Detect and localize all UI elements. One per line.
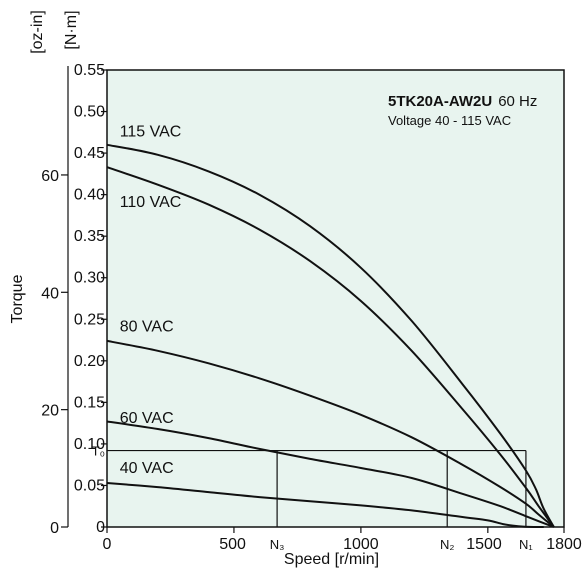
- y-tick-label-nm: 0.15: [74, 394, 105, 411]
- y-tick-label-nm: 0.05: [74, 477, 105, 494]
- y-tick-label-ozin: 40: [41, 285, 59, 302]
- y-tick-label-nm: 0.30: [74, 270, 105, 287]
- y-axis-label: Torque: [9, 274, 26, 323]
- chart-title: 5TK20A-AW2U 60 Hz: [388, 93, 537, 110]
- x-tick-label: 1800: [546, 536, 582, 553]
- y-tick-label-nm: 0.10: [74, 436, 105, 453]
- series-line-80-vac: [106, 339, 555, 528]
- torque-reference-label: T₀: [92, 444, 105, 459]
- x-tick-label: 1000: [343, 536, 379, 553]
- series-line-115-vac: [106, 143, 555, 528]
- y-tick-label-nm: 0.45: [74, 145, 105, 162]
- y-unit-nm: [N·m]: [63, 10, 80, 49]
- series-label-60-vac: 60 VAC: [120, 410, 174, 427]
- chart-text: [oz-in] [N·m] Torque Speed [r/min] 5TK20…: [9, 10, 537, 568]
- chart-title-frequency: 60 Hz: [498, 93, 537, 110]
- x-tick-label: 500: [219, 536, 246, 553]
- y-tick-label-ozin: 20: [41, 403, 59, 420]
- reference-lines: [107, 449, 527, 527]
- series-label-115-vac: 115 VAC: [120, 123, 182, 140]
- chart-title-model: 5TK20A-AW2U: [388, 93, 492, 110]
- x-tick-label: 0: [103, 536, 112, 553]
- y-tick-label-nm: 0: [96, 519, 105, 536]
- y-tick-label-nm: 0.40: [74, 187, 105, 204]
- y-unit-ozin: [oz-in]: [29, 10, 46, 54]
- series-line-60-vac: [106, 420, 555, 528]
- y-tick-label-ozin: 60: [41, 168, 59, 185]
- speed-reference-label: N₂: [440, 537, 454, 552]
- series-line-40-vac: [106, 482, 544, 529]
- series-label-40-vac: 40 VAC: [120, 460, 174, 477]
- series-label-110-vac: 110 VAC: [120, 194, 182, 211]
- y-tick-label-nm: 0.25: [74, 311, 105, 328]
- chart-subtitle: Voltage 40 - 115 VAC: [388, 113, 511, 128]
- speed-reference-label: N₃: [270, 537, 285, 552]
- x-tick-label: 1500: [466, 536, 502, 553]
- y-tick-label-nm: 0.20: [74, 353, 105, 370]
- y-tick-label-ozin: 0: [50, 520, 59, 537]
- y-tick-label-nm: 0.35: [74, 228, 105, 245]
- series-label-80-vac: 80 VAC: [120, 319, 174, 336]
- speed-reference-label: N₁: [519, 537, 533, 552]
- x-axis-label: Speed [r/min]: [284, 551, 379, 568]
- y-tick-label-nm: 0.55: [74, 62, 105, 79]
- y-tick-label-nm: 0.50: [74, 104, 105, 121]
